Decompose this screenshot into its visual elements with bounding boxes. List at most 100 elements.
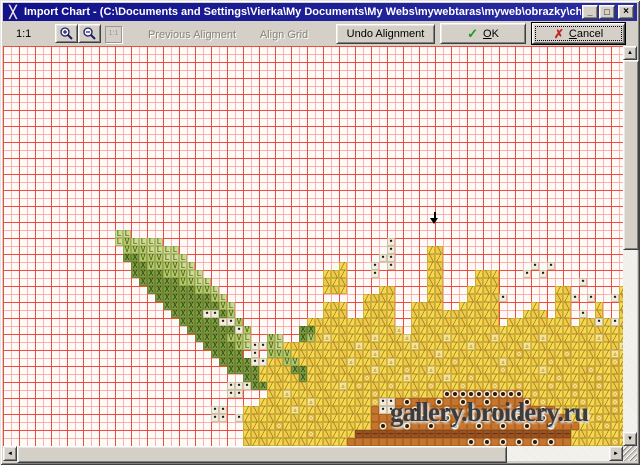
chart-cell: X xyxy=(219,334,227,342)
vertical-scrollbar[interactable]: ▲ ▼ xyxy=(623,46,639,446)
chart-cell: ╲ xyxy=(339,350,347,358)
horizontal-scroll-thumb[interactable] xyxy=(17,446,507,463)
chart-cell xyxy=(507,438,515,446)
maximize-button[interactable]: □ xyxy=(599,5,615,19)
chart-cell xyxy=(459,414,467,422)
chart-cell: X xyxy=(307,326,315,334)
chart-cell: ╱ xyxy=(547,366,555,374)
chart-cell: – xyxy=(435,430,443,438)
chart-cell: ╲ xyxy=(331,302,339,310)
chart-cell: ╲ xyxy=(355,398,363,406)
chart-cell: ╱ xyxy=(595,422,603,430)
chart-cell: L xyxy=(179,254,187,262)
chart-cell: ╱ xyxy=(275,390,283,398)
undo-alignment-button[interactable]: Undo Alignment xyxy=(336,24,435,44)
chart-cell: ╲ xyxy=(411,334,419,342)
chart-cell: ╱ xyxy=(515,318,523,326)
chart-cell: ╱ xyxy=(459,366,467,374)
chart-cell: ╱ xyxy=(243,406,251,414)
zoom-out-button[interactable] xyxy=(78,24,101,43)
chart-cell: ╲ xyxy=(611,366,619,374)
minimize-button[interactable]: _ xyxy=(582,5,598,19)
chart-cell: L xyxy=(115,230,123,238)
chart-cell: ╱ xyxy=(611,430,619,438)
scroll-left-button[interactable]: ◄ xyxy=(3,446,17,461)
chart-cell: ╱ xyxy=(507,350,515,358)
resize-grip[interactable] xyxy=(623,446,637,461)
chart-cell: • xyxy=(371,262,379,270)
chart-cell xyxy=(515,390,523,398)
chart-cell: ╱ xyxy=(291,438,299,446)
chart-cell: – xyxy=(499,430,507,438)
chart-cell xyxy=(451,414,459,422)
chart-cell: X xyxy=(227,350,235,358)
chart-cell xyxy=(523,414,531,422)
chart-cell: ╱ xyxy=(331,334,339,342)
chart-cell: ╱ xyxy=(331,414,339,422)
chart-cell xyxy=(403,438,411,446)
chart-cell: ╲ xyxy=(355,414,363,422)
chart-cell: ◇ xyxy=(579,398,587,406)
chart-cell: ╲ xyxy=(347,342,355,350)
ok-button[interactable]: ✓ OK xyxy=(440,23,526,44)
scroll-down-button[interactable]: ▼ xyxy=(623,432,637,446)
chart-cell: • xyxy=(379,398,387,406)
chart-cell: ╱ xyxy=(619,374,623,382)
chart-cell: ╱ xyxy=(451,374,459,382)
vertical-scroll-thumb[interactable] xyxy=(623,60,639,250)
chart-cell: ╱ xyxy=(467,286,475,294)
chart-cell: ╱ xyxy=(579,358,587,366)
chart-cell xyxy=(363,438,371,446)
chart-cell: ╱ xyxy=(347,414,355,422)
zoom-in-button[interactable] xyxy=(55,24,78,43)
chart-cell: ╱ xyxy=(603,374,611,382)
chart-cell: ╱ xyxy=(259,398,267,406)
chart-cell: X xyxy=(139,270,147,278)
chart-cell: – xyxy=(467,430,475,438)
chart-cell: ◇ xyxy=(595,374,603,382)
horizontal-scrollbar[interactable]: ◄ ► xyxy=(3,446,623,463)
chart-cell: ╱ xyxy=(339,318,347,326)
scroll-up-button[interactable]: ▲ xyxy=(623,46,637,60)
chart-cell: ╱ xyxy=(363,310,371,318)
chart-cell: ╱ xyxy=(427,318,435,326)
chart-cell: ╱ xyxy=(395,382,403,390)
chart-cell: V xyxy=(179,270,187,278)
title-bar[interactable]: ╳ Import Chart - (C:\Documents and Setti… xyxy=(3,3,637,21)
chart-cell: ╱ xyxy=(459,374,467,382)
alignment-marker-icon[interactable] xyxy=(430,212,439,225)
chart-grid-canvas[interactable]: L L L V L L L L • V V V L L L L • ╱ ╲ X X V V V L L L • • ╲ ╱ X X V V V V L L ╱… xyxy=(3,46,623,446)
chart-cell xyxy=(539,414,547,422)
chart-cell: ╱ xyxy=(555,318,563,326)
chart-cell: ╲ xyxy=(427,326,435,334)
chart-cell: ╱ xyxy=(427,294,435,302)
chart-cell: ╱ xyxy=(315,326,323,334)
chart-cell: ╲ xyxy=(507,318,515,326)
chart-cell: X xyxy=(219,350,227,358)
chart-cell: ▵ xyxy=(291,406,299,414)
scroll-right-button[interactable]: ► xyxy=(609,446,623,461)
chart-cell xyxy=(467,398,475,406)
chart-cell: ╱ xyxy=(435,254,443,262)
chart-cell xyxy=(403,398,411,406)
chart-cell xyxy=(483,414,491,422)
chart-cell: ╱ xyxy=(467,382,475,390)
chart-cell xyxy=(483,390,491,398)
chart-cell: ╲ xyxy=(371,294,379,302)
chart-cell: ╲ xyxy=(323,310,331,318)
chart-cell: ╱ xyxy=(403,342,411,350)
chart-cell: – xyxy=(395,430,403,438)
chart-cell: • xyxy=(251,358,259,366)
close-button[interactable]: × xyxy=(618,5,634,19)
cancel-button[interactable]: ✗ Cancel xyxy=(532,23,625,44)
one-to-one-grid-icon[interactable]: 1:1 xyxy=(105,26,122,43)
chart-cell: • xyxy=(595,318,603,326)
chart-cell: ╱ xyxy=(531,398,539,406)
chart-cell: ╱ xyxy=(323,318,331,326)
chart-cell: ╱ xyxy=(355,374,363,382)
chart-cell: ╲ xyxy=(427,350,435,358)
chart-cell: ◇ xyxy=(539,398,547,406)
chart-cell xyxy=(443,398,451,406)
chart-cell xyxy=(547,422,555,430)
chart-cell: ▵ xyxy=(491,334,499,342)
